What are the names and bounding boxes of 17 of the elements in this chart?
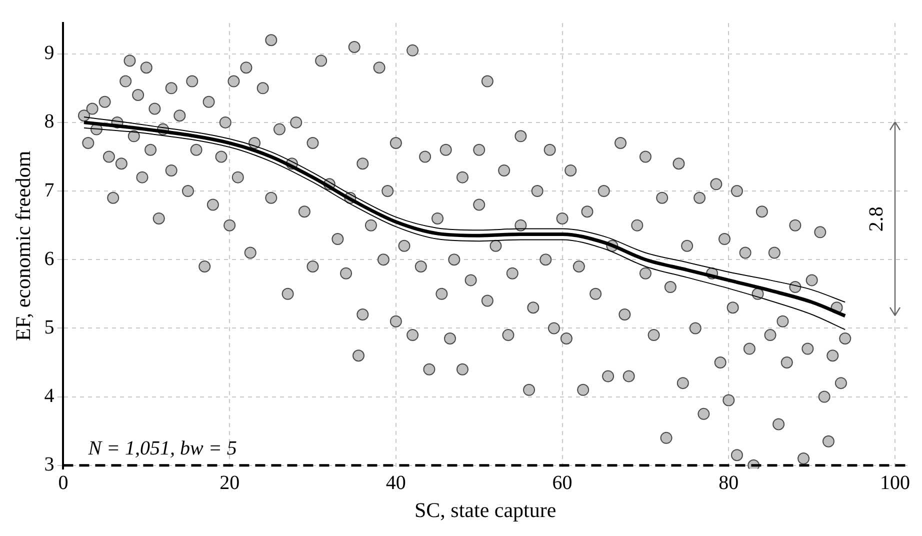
x-tick-label: 60 — [552, 472, 572, 494]
annotation: 2.8 — [865, 206, 888, 232]
x-tick-label: 0 — [58, 472, 68, 494]
y-tick-label: 7 — [44, 179, 54, 202]
y-tick-label: 9 — [44, 42, 54, 64]
y-tick-label: 4 — [44, 385, 54, 408]
y-tick-label: 6 — [44, 248, 54, 270]
y-tick-label: 8 — [44, 110, 54, 133]
y-tick-label: 5 — [44, 316, 54, 338]
y-tick-label: 3 — [44, 454, 54, 476]
x-tick-label: 40 — [386, 472, 406, 494]
x-tick-label: 80 — [718, 472, 739, 494]
x-tick-label: 20 — [220, 472, 240, 494]
y-axis-title: EF, economic freedom — [11, 150, 36, 341]
x-axis-title: SC, state capture — [414, 498, 556, 522]
annotation: N = 1,051, bw = 5 — [87, 438, 237, 460]
x-tick-label: 100 — [880, 472, 910, 494]
